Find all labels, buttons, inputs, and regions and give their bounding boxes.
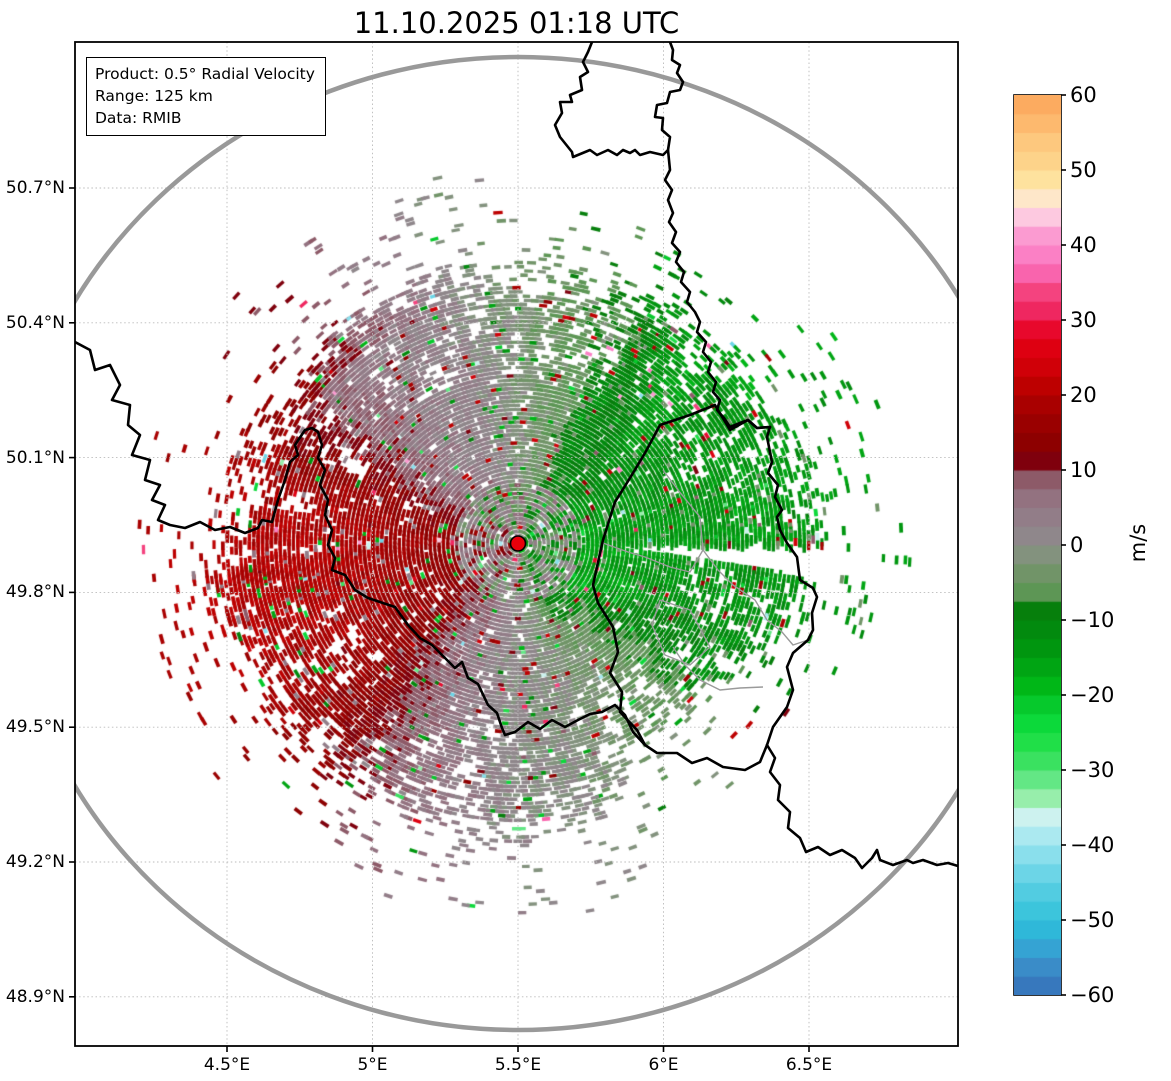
lat-tick-label: 48.9°N [5,986,65,1007]
country-border-luxembourg [591,403,819,772]
district-borders [602,469,809,691]
country-border-fr-de [765,743,958,870]
country-border-be-de [663,148,772,430]
colorbar-tick-label: −20 [1070,683,1115,707]
colorbar-tick-label: −60 [1070,983,1115,1007]
colorbar-tick-label: −50 [1070,908,1115,932]
lon-tick-label: 5.5°E [494,1055,542,1075]
country-borders [75,42,958,870]
lat-tick-label: 50.4°N [5,312,65,333]
axis-ticks [69,94,1066,1052]
lon-tick-label: 5°E [357,1055,388,1075]
info-range: Range: 125 km [95,87,213,105]
colorbar-tick-label: 10 [1070,458,1097,482]
colorbar-tick-label: −10 [1070,608,1115,632]
colorbar-tick-label: 30 [1070,308,1097,332]
colorbar-unit-label: m/s [1126,523,1150,563]
radar-site-marker [509,535,527,552]
country-border-nl-loop [553,42,685,159]
lon-tick-label: 6°E [648,1055,679,1075]
colorbar-tick-label: 40 [1070,233,1097,257]
range-ring [75,54,958,1033]
country-border-fr-be [75,340,647,747]
lat-tick-label: 50.1°N [5,447,65,468]
colorbar-tick-label: 60 [1070,83,1097,107]
product-info-box: Product: 0.5° Radial Velocity Range: 125… [86,57,326,136]
lat-tick-label: 50.7°N [5,178,65,198]
lon-tick-label: 4.5°E [203,1055,251,1075]
gridlines [75,42,958,1046]
plot-title: 11.10.2025 01:18 UTC [353,6,680,40]
colorbar-tick-label: −30 [1070,758,1115,782]
colorbar [1014,95,1061,995]
colorbar-tick-label: 0 [1070,533,1084,557]
colorbar-tick-label: 50 [1070,158,1097,182]
info-product: Product: 0.5° Radial Velocity [95,65,315,83]
lat-tick-label: 49.2°N [5,852,65,872]
colorbar-tick-label: −40 [1070,833,1115,857]
lat-tick-label: 49.8°N [5,582,65,603]
lat-tick-label: 49.5°N [5,717,65,738]
info-data: Data: RMIB [95,109,182,127]
lon-tick-label: 6.5°E [785,1055,833,1075]
plot-frame [74,41,959,1047]
colorbar-tick-label: 20 [1070,383,1097,407]
